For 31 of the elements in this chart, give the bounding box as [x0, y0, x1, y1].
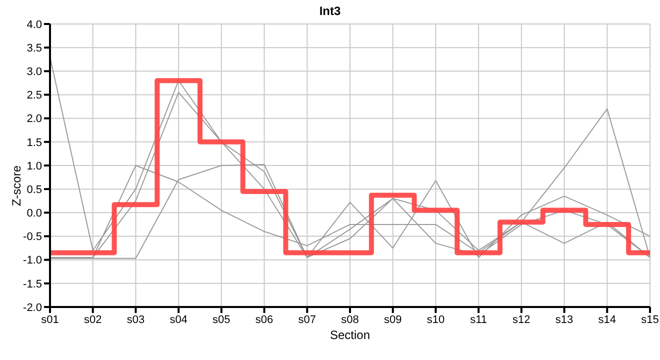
y-tick-label: 1.5 [26, 136, 42, 149]
x-tick-label: s05 [212, 314, 230, 326]
x-tick-label: s04 [170, 314, 188, 326]
y-tick-label: 1.0 [26, 160, 42, 172]
x-axis-title: Section [330, 328, 370, 342]
x-tick-label: s14 [598, 314, 616, 326]
y-tick-label: 3.5 [26, 42, 42, 54]
x-tick-label: s07 [298, 314, 316, 326]
y-tick-label: -1.0 [23, 254, 42, 267]
y-tick-label: 4.0 [26, 18, 42, 31]
x-tick-label: s01 [41, 314, 59, 326]
x-tick-label: s08 [341, 314, 359, 326]
x-tick-label: s11 [470, 314, 488, 326]
x-tick-label: s13 [555, 314, 574, 326]
x-tick-label: s06 [255, 314, 274, 326]
x-tick-label: s02 [84, 314, 102, 326]
y-tick-label: -0.5 [23, 231, 42, 244]
x-tick-label: s15 [641, 314, 659, 326]
x-tick-label: s12 [512, 314, 530, 326]
y-tick-label: 3.0 [26, 66, 42, 78]
y-tick-label: 0.0 [26, 208, 42, 220]
x-tick-label: s10 [426, 314, 445, 326]
y-tick-label: -1.5 [23, 278, 42, 290]
y-axis-title: Z-score [9, 165, 24, 206]
x-tick-label: s03 [126, 314, 145, 326]
x-tick-label: s09 [384, 314, 402, 326]
y-tick-label: 0.5 [26, 184, 42, 196]
y-tick-label: 2.0 [26, 113, 42, 126]
y-tick-label: 2.5 [26, 90, 42, 102]
y-tick-label: -2.0 [23, 302, 42, 314]
chart-title: Int3 [318, 4, 342, 18]
